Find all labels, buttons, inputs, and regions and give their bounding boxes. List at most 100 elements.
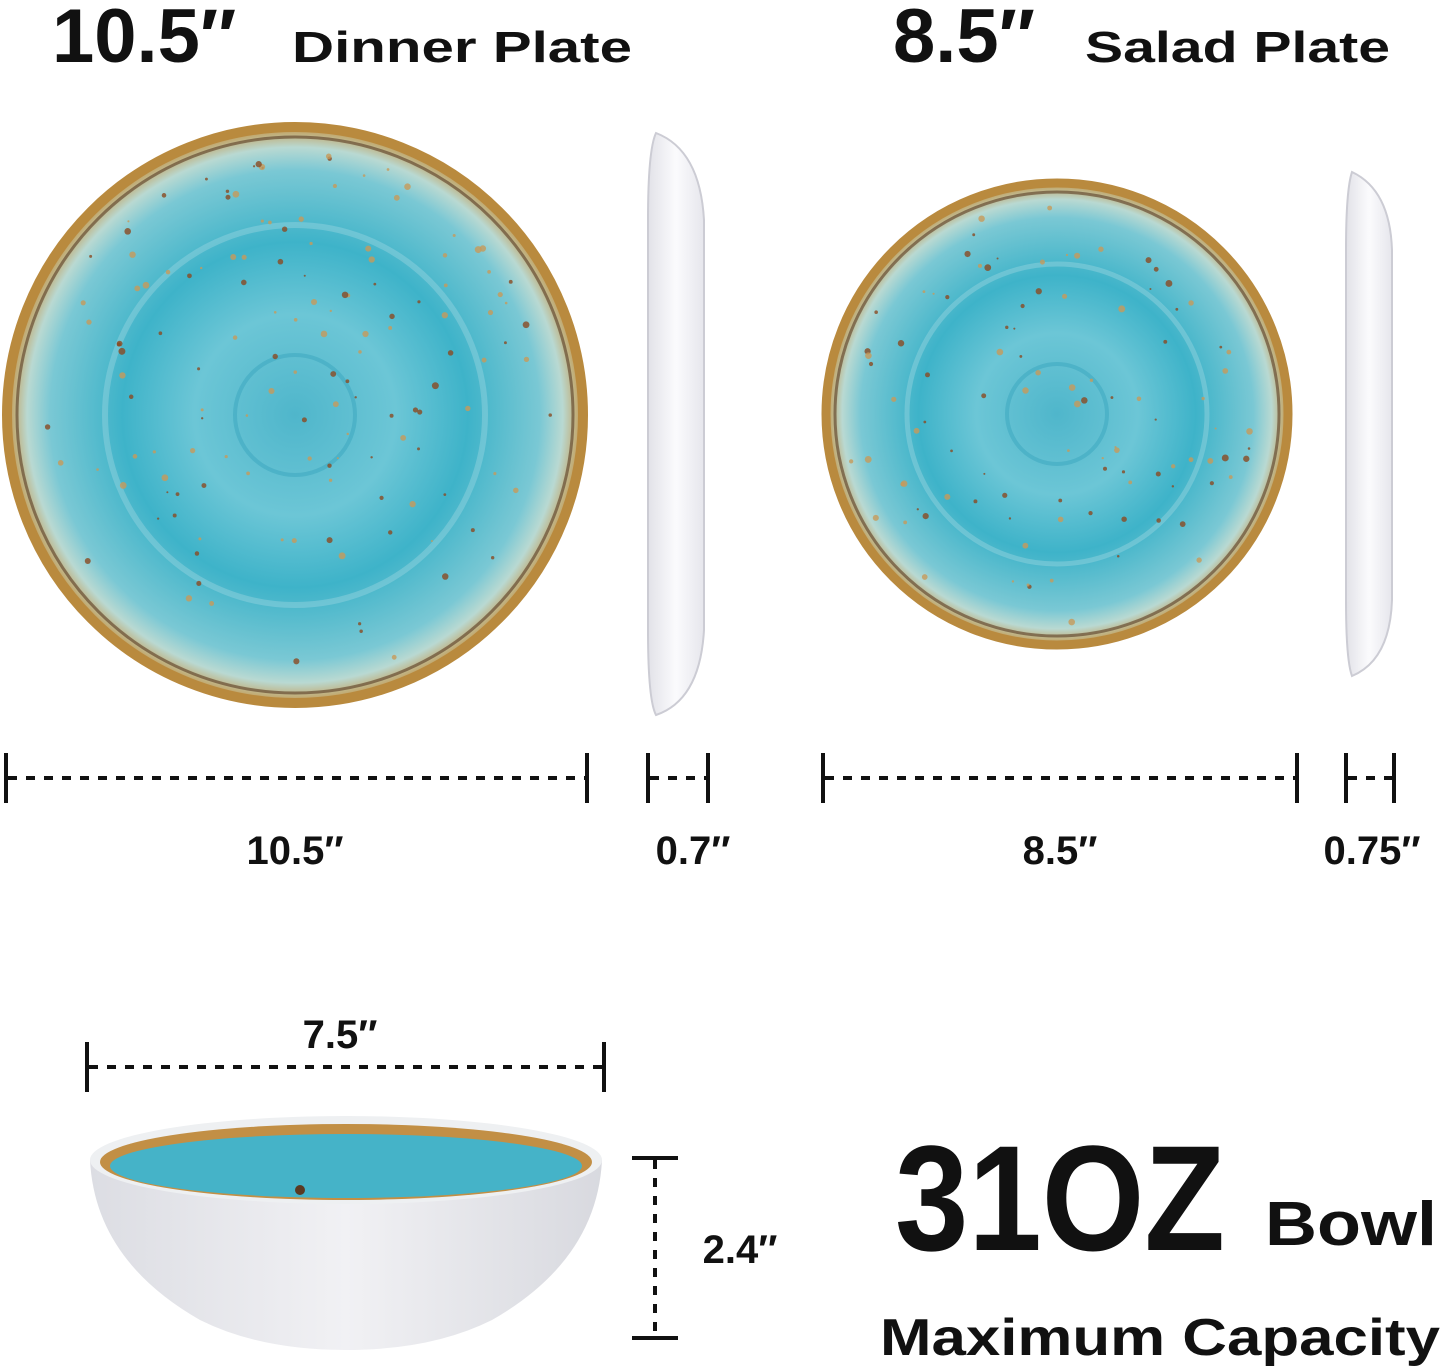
speckle bbox=[1118, 305, 1126, 313]
speckle bbox=[404, 183, 411, 190]
plate-ring bbox=[1005, 362, 1109, 466]
speckle bbox=[96, 468, 99, 471]
speckle bbox=[268, 220, 272, 225]
speckle bbox=[452, 233, 456, 238]
speckle bbox=[161, 474, 169, 482]
speckle bbox=[389, 313, 395, 320]
capacity-amount: 31OZ bbox=[895, 1114, 1225, 1282]
speckle bbox=[1102, 466, 1108, 471]
speckle bbox=[1121, 470, 1126, 474]
speckle bbox=[1058, 498, 1063, 503]
heading-size: 10.5″ bbox=[52, 0, 236, 79]
speckle bbox=[298, 216, 304, 222]
speckle bbox=[116, 340, 123, 347]
speckle bbox=[338, 552, 346, 560]
speckle bbox=[903, 520, 908, 525]
speckle bbox=[1188, 457, 1194, 463]
speckle bbox=[1163, 339, 1168, 344]
speckle bbox=[978, 215, 985, 222]
speckle bbox=[504, 341, 507, 345]
dimension-label: 0.7″ bbox=[656, 829, 731, 873]
speckle bbox=[346, 432, 349, 436]
speckle bbox=[225, 194, 231, 200]
speckle bbox=[232, 335, 238, 340]
speckle bbox=[388, 326, 393, 330]
speckle bbox=[996, 348, 1004, 356]
speckle bbox=[57, 460, 64, 466]
plate-ring bbox=[233, 353, 357, 477]
speckle bbox=[373, 282, 377, 286]
speckle bbox=[277, 258, 284, 265]
speckle bbox=[481, 357, 487, 363]
speckle bbox=[1219, 345, 1223, 349]
speckle bbox=[1068, 618, 1076, 626]
speckle bbox=[201, 483, 207, 489]
speckle bbox=[341, 291, 349, 299]
heading-label: Dinner Plate bbox=[292, 23, 632, 72]
speckle bbox=[1067, 449, 1070, 452]
dimension-label: 2.4″ bbox=[703, 1228, 778, 1272]
speckle bbox=[328, 478, 333, 482]
bowl-body bbox=[90, 1160, 602, 1350]
speckle bbox=[1098, 246, 1104, 252]
plate-rim bbox=[833, 190, 1281, 638]
speckle bbox=[358, 622, 362, 626]
speckle bbox=[1156, 518, 1161, 523]
plate-ring bbox=[102, 222, 488, 608]
speckle bbox=[1035, 369, 1041, 376]
bowl bbox=[90, 1116, 602, 1350]
speckle bbox=[1243, 455, 1250, 462]
speckle bbox=[268, 387, 275, 395]
plate-ring bbox=[904, 261, 1210, 567]
speckle bbox=[1035, 288, 1042, 295]
speckle bbox=[196, 580, 202, 586]
speckle bbox=[252, 165, 256, 168]
speckle bbox=[508, 279, 513, 284]
speckle bbox=[932, 292, 935, 295]
dimension-label: 0.75″ bbox=[1323, 829, 1420, 873]
speckle bbox=[224, 455, 228, 459]
speckle bbox=[175, 492, 180, 497]
speckle bbox=[1013, 327, 1016, 330]
speckle bbox=[225, 189, 230, 194]
speckle bbox=[900, 480, 908, 487]
speckle bbox=[1002, 492, 1008, 498]
speckle bbox=[417, 409, 423, 415]
speckle bbox=[1171, 485, 1175, 488]
speckle bbox=[326, 537, 333, 544]
speckle bbox=[1153, 266, 1159, 272]
speckle bbox=[487, 269, 491, 274]
speckle bbox=[200, 266, 203, 270]
speckle bbox=[327, 463, 332, 468]
speckle bbox=[490, 556, 495, 560]
speckle bbox=[293, 658, 300, 665]
speckle bbox=[1089, 378, 1094, 382]
capacity-label: Bowl bbox=[1265, 1190, 1437, 1259]
dimension-label: 7.5″ bbox=[303, 1013, 378, 1057]
speckle bbox=[1057, 516, 1064, 523]
speckle bbox=[973, 499, 978, 504]
speckle bbox=[281, 226, 288, 232]
speckle bbox=[1020, 303, 1025, 309]
speckle bbox=[922, 290, 926, 294]
speckle bbox=[325, 153, 332, 160]
speckle bbox=[166, 491, 169, 494]
speckle bbox=[293, 317, 298, 322]
speckle bbox=[1026, 583, 1030, 587]
speckle bbox=[442, 573, 449, 580]
speckle bbox=[1228, 475, 1233, 479]
speckle bbox=[119, 372, 126, 379]
speckle bbox=[864, 455, 872, 463]
speckle bbox=[301, 417, 307, 423]
speckle bbox=[1196, 557, 1202, 563]
speckle bbox=[185, 595, 193, 602]
speckle bbox=[447, 350, 454, 356]
speckle bbox=[872, 514, 879, 521]
speckle bbox=[874, 310, 878, 314]
speckle bbox=[307, 456, 312, 461]
speckle bbox=[945, 294, 950, 300]
speckle bbox=[487, 309, 494, 316]
speckle bbox=[209, 601, 215, 606]
speckle bbox=[1019, 354, 1023, 358]
